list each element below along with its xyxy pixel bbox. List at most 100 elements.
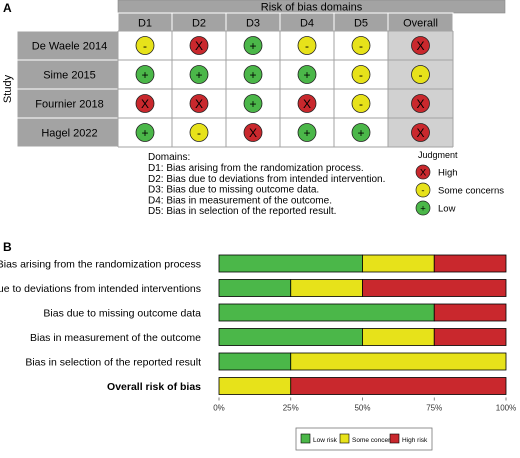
bar-segment-some-concerns: [290, 279, 363, 297]
legend-symbol: X: [420, 168, 427, 179]
study-name: De Waele 2014: [32, 41, 107, 53]
study-name: Hagel 2022: [41, 128, 97, 140]
judgment-low-marker: [297, 123, 317, 142]
category-label: Overall risk of bias: [107, 381, 201, 393]
judgment-symbol: -: [197, 126, 201, 140]
legend-some-marker: [415, 182, 431, 198]
legend-series-label: Low risk: [313, 437, 338, 444]
legend-swatch: [300, 433, 311, 444]
judgment-low-marker: [243, 94, 263, 113]
study-axis-label: Study: [2, 74, 14, 103]
judgment-symbol: -: [359, 39, 363, 53]
domain-header-label: D5: [354, 18, 368, 30]
study-name: Fournier 2018: [35, 99, 104, 111]
judgment-low-marker: [243, 65, 263, 84]
domains-title: Domains:: [148, 152, 190, 163]
judgment-symbol: -: [305, 39, 309, 53]
judgment-symbol: -: [359, 97, 363, 111]
judgment-some-marker: [411, 65, 430, 84]
judgment-some-marker: [135, 36, 155, 55]
judgment-high-marker: [135, 94, 155, 113]
judgment-symbol: X: [416, 126, 424, 140]
domain-description: D4: Bias in measurement of the outcome.: [148, 195, 332, 206]
judgment-high-marker: [411, 123, 430, 142]
judgment-symbol: X: [303, 97, 311, 111]
category-label: Bias arising from the randomization proc…: [0, 259, 201, 271]
judgment-symbol: +: [249, 68, 256, 82]
bar-segment-low-risk: [218, 279, 292, 297]
judgment-some-marker: [351, 94, 371, 113]
judgment-symbol: +: [357, 126, 364, 140]
legend-label: Some concerns: [438, 186, 504, 197]
judgment-symbol: -: [419, 68, 423, 82]
panel-b-label: B: [3, 240, 12, 254]
study-name-cell: [16, 88, 119, 119]
legend-low-marker: [415, 200, 431, 216]
study-name-cell: [16, 117, 119, 148]
judgment-symbol: X: [141, 97, 149, 111]
domain-description: D5: Bias in selection of the reported re…: [148, 206, 336, 217]
category-label: Bias in selection of the reported result: [25, 357, 201, 369]
category-label: Bias in measurement of the outcome: [30, 332, 201, 344]
bar-segment-low-risk: [218, 303, 435, 322]
chart-legend-box: [295, 427, 433, 451]
bar-segment-low-risk: [218, 254, 363, 273]
bar-segment-low-risk: [218, 328, 363, 346]
panel-a-title: Risk of bias domains: [261, 2, 363, 14]
legend-series-label: High risk: [402, 437, 428, 444]
judgment-some-marker: [189, 123, 209, 142]
bar-segment-some-concerns: [290, 352, 507, 371]
legend-swatch: [339, 433, 350, 444]
domain-description: D2: Bias due to deviations from intended…: [148, 174, 385, 185]
bar-segment-some-concerns: [362, 254, 435, 273]
x-tick-label: 100%: [496, 404, 516, 413]
bar-segment-some-concerns: [362, 328, 435, 346]
judgment-high-marker: [411, 94, 430, 113]
judgment-symbol: +: [141, 68, 148, 82]
judgment-symbol: +: [195, 68, 202, 82]
judgment-symbol: +: [141, 126, 148, 140]
legend-label: High: [438, 168, 458, 179]
domain-header-label: D2: [192, 18, 206, 30]
judgment-symbol: +: [249, 39, 256, 53]
domain-description: D3: Bias due to missing outcome data.: [148, 185, 319, 196]
domain-header-label: D4: [300, 18, 314, 30]
x-tick-label: 0%: [213, 404, 225, 413]
judgment-symbol: +: [249, 97, 256, 111]
bar-segment-high-risk: [433, 254, 507, 273]
judgment-symbol: X: [249, 126, 257, 140]
judgment-high-marker: [189, 36, 209, 55]
judgment-low-marker: [135, 65, 155, 84]
judgment-high-marker: [297, 94, 317, 113]
judgment-high-marker: [243, 123, 263, 142]
judgment-high-marker: [411, 36, 430, 55]
category-label: Bias due to deviations from intended int…: [0, 283, 201, 295]
judgment-some-marker: [351, 36, 371, 55]
judgment-symbol: X: [195, 97, 203, 111]
domain-description: D1: Bias arising from the randomization …: [148, 163, 364, 174]
bar-segment-high-risk: [290, 377, 507, 395]
judgment-low-marker: [135, 123, 155, 142]
legend-label: Low: [438, 204, 456, 215]
judgment-some-marker: [351, 65, 371, 84]
judgment-high-marker: [189, 94, 209, 113]
bar-segment-high-risk: [433, 303, 507, 322]
judgment-legend-title: Judgment: [418, 150, 458, 160]
domain-header-label: D3: [246, 18, 260, 30]
judgment-low-marker: [243, 36, 263, 55]
domain-header-label: Overall: [403, 18, 438, 30]
bar-segment-low-risk: [218, 352, 292, 371]
judgment-low-marker: [297, 65, 317, 84]
legend-high-marker: [415, 164, 431, 180]
bar-segment-some-concerns: [218, 377, 292, 395]
traffic-light-plot: A Risk of bias domains D1 D2 D3 D4 D5 Overall St…: [2, 0, 506, 217]
judgment-some-marker: [297, 36, 317, 55]
legend-swatch: [389, 433, 400, 444]
judgment-low-marker: [351, 123, 371, 142]
legend-symbol: -: [421, 186, 424, 197]
x-tick-label: 75%: [426, 404, 442, 413]
judgment-low-marker: [189, 65, 209, 84]
judgment-symbol: X: [416, 97, 424, 111]
judgment-symbol: +: [303, 126, 310, 140]
